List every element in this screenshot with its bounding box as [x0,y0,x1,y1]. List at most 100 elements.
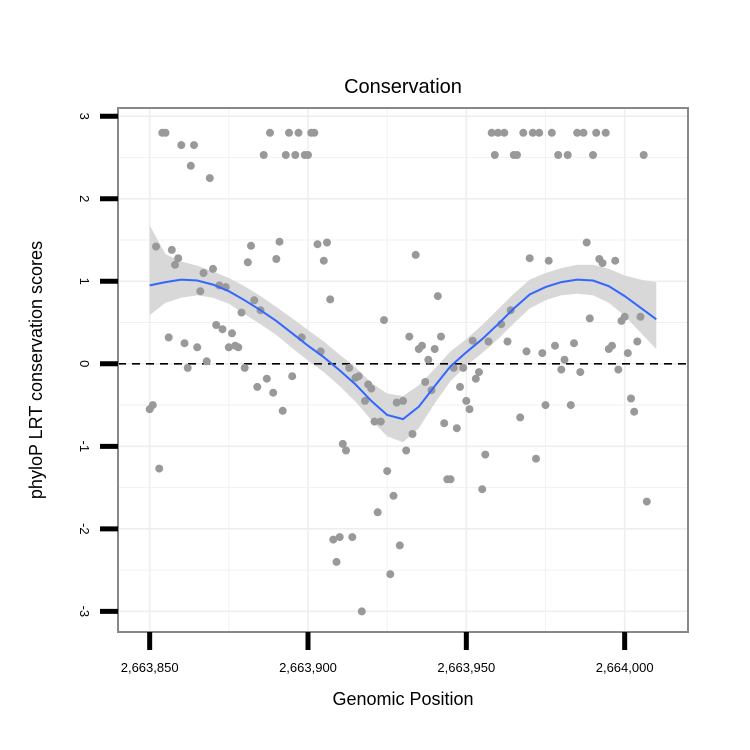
data-point [430,345,439,353]
data-point [376,417,385,426]
data-point [183,363,192,372]
data-point [566,401,575,410]
data-point [342,446,350,455]
data-point [237,308,246,317]
data-point [614,365,623,374]
data-point [354,372,363,381]
data-point [386,570,395,579]
data-point [361,396,369,405]
data-point [471,374,480,383]
data-point [433,292,442,301]
plot-panel [117,107,689,633]
data-point [209,264,217,273]
data-point [598,259,607,268]
data-point [253,382,262,391]
data-point [193,343,202,352]
data-point [285,128,293,137]
data-point [437,332,445,341]
data-point [528,128,537,137]
data-point [456,382,464,391]
y-tick-label: 2 [77,195,92,202]
data-point [212,321,221,329]
data-point [554,151,563,159]
data-point [525,254,534,263]
data-point [642,497,651,506]
data-point [294,128,303,137]
data-point [608,341,616,350]
data-point [639,151,648,159]
data-point [234,343,243,352]
data-point [513,151,521,159]
data-point [500,128,509,137]
y-axis: -3 -2 -1 0 1 2 3 [77,113,118,618]
data-point [446,475,455,484]
panel-border [117,107,689,633]
data-point [319,256,328,265]
data-point [243,258,252,267]
panel-background [118,108,688,632]
data-point [313,240,322,249]
data-point [177,141,186,150]
data-point [335,533,344,542]
data-point [465,405,474,414]
data-point [224,343,233,352]
data-point [592,128,601,137]
data-point [557,365,566,374]
scatter-points [145,128,651,616]
data-point [462,396,471,405]
y-tick-label: -3 [77,606,92,618]
data-point [310,128,319,137]
y-tick-label: 0 [77,360,92,367]
data-point [503,337,512,346]
x-axis: 2,663,850 2,663,900 2,663,950 2,664,000 [121,632,654,675]
x-tick-label: 2,663,950 [437,660,495,675]
data-point [323,238,331,247]
x-tick-label: 2,663,900 [279,660,337,675]
data-point [551,341,559,350]
y-tick-label: 1 [77,278,92,285]
data-point [424,355,433,364]
data-point [522,347,531,356]
x-tick-label: 2,664,000 [596,660,654,675]
data-point [367,384,376,393]
data-point [259,151,268,159]
data-point [174,254,183,263]
data-point [180,339,189,348]
data-point [196,287,205,296]
data-point [389,491,398,500]
data-point [440,419,449,428]
x-tick-label: 2,663,850 [121,660,179,675]
data-point [199,269,208,277]
data-point [532,454,540,463]
data-point [228,329,236,338]
data-point [383,467,392,476]
data-point [563,151,572,159]
data-point [538,349,547,358]
data-point [633,337,642,346]
data-point [288,372,297,381]
data-point [190,141,198,150]
data-point [269,388,278,397]
data-point [487,128,496,137]
data-point [408,430,417,438]
data-point [399,396,407,405]
data-point [338,439,347,448]
data-point [620,312,629,321]
data-point [418,341,426,350]
data-point [247,241,255,250]
data-point [304,151,312,159]
data-point [345,363,354,372]
data-point [373,508,382,517]
data-point [494,128,502,137]
data-point [544,256,553,265]
y-tick-label: -1 [77,441,92,453]
data-point [152,242,160,251]
data-point [421,378,430,386]
data-point [272,255,281,263]
data-point [164,333,173,342]
data-point [630,407,639,416]
data-point [611,256,620,265]
y-axis-label: phyloP LRT conservation scores [26,241,46,499]
data-point [560,355,569,364]
